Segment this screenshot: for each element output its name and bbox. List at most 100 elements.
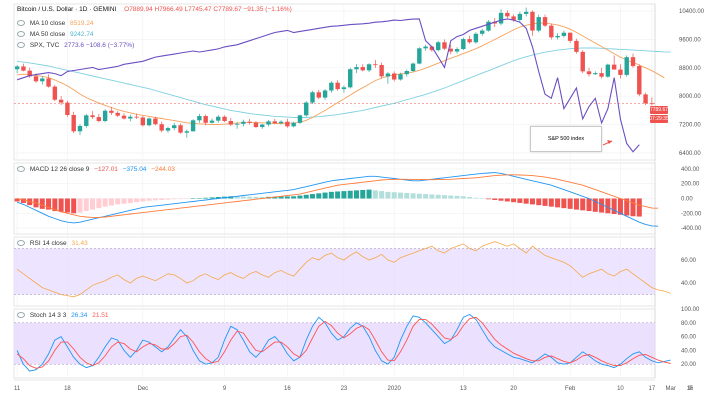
macd-histogram-bar [335,191,341,199]
spx-legend[interactable]: SPX, TVC 2773.6 −108.6 (−3.77%) [17,42,137,49]
rsi-legend[interactable]: RSI 14 close 31.43 [17,240,91,247]
macd-histogram-bar [441,195,447,199]
annotation-text: S&P 500 index [547,136,585,142]
candle-body [172,125,177,129]
candle-body [115,112,120,116]
candle-body [523,11,529,14]
price-tick-label: 7200.00 [679,123,701,129]
macd-histogram-bar [347,190,353,199]
candle-body [624,57,629,75]
macd-value-2: −375.04 [122,166,147,173]
price-tick-label: 8800.00 [679,66,701,72]
eye-icon[interactable] [17,312,25,319]
macd-histogram-bar [385,191,391,199]
time-tick-label: 11 [14,386,21,392]
eye-icon[interactable] [17,166,25,173]
candle-body [316,92,321,98]
candle-body [586,71,592,75]
stoch-k-line [16,313,671,372]
candle-body [505,12,510,17]
eye-icon[interactable] [17,20,25,27]
macd-histogram-bar [605,198,611,214]
rsi-tick-label: 40.00 [681,281,697,287]
candle-body [197,116,202,121]
ma50-legend[interactable]: MA 50 close 9242.74 [17,31,97,38]
macd-histogram-bar [309,194,316,199]
macd-legend[interactable]: MACD 12 26 close 9 −127.01 −375.04 −244.… [17,166,178,173]
macd-histogram-bar [328,191,334,199]
macd-histogram-bar [303,194,309,199]
macd-histogram-bar [108,198,114,206]
eye-icon[interactable] [17,31,25,38]
candle-body [454,49,460,52]
candle-body [14,66,20,70]
macd-histogram-bar [586,198,592,212]
macd-histogram-bar [473,197,479,199]
macd-histogram-bar [190,198,196,199]
ma10-line [17,22,665,125]
macd-histogram-bar [209,197,215,199]
price-tick-label: 10400.00 [679,9,705,15]
macd-histogram-bar [599,198,605,213]
stoch-legend[interactable]: Stoch 14 3 3 26.34 21.51 [17,312,112,319]
macd-histogram-bar [360,189,366,199]
macd-histogram-bar [178,198,184,200]
time-tick-label: 23 [341,386,348,392]
candle-body [121,115,127,119]
eye-icon[interactable] [17,240,25,247]
candle-body [649,103,655,105]
macd-histogram-bar [140,198,146,202]
macd-histogram-bar [272,196,278,199]
macd-histogram-bar [165,198,171,200]
candle-body [348,69,353,88]
candle-body [65,102,70,115]
macd-histogram-bar [624,198,630,216]
macd-histogram-bar [423,194,429,199]
candle-body [134,116,139,118]
candle-body [178,125,183,133]
candle-body [467,39,472,43]
stoch-tick-label: 20.00 [681,362,697,368]
candle-body [404,71,409,75]
macd-histogram-bar [397,192,403,199]
time-axis[interactable]: 11 18 Dec 9 16 23 2020 13 20 Feb 10 17 Mar 916 [14,386,694,392]
candle-body [278,121,284,124]
candle-body [398,74,403,80]
candle-body [643,94,648,104]
ma50-line [17,47,671,118]
candle-body [153,118,158,125]
macd-histogram-bar [284,196,290,199]
macd-histogram-bar [366,189,372,199]
candle-body [96,117,102,121]
macd-tick-label: 200.00 [681,182,700,188]
candle-body [77,125,83,132]
candle-body [304,102,309,116]
stoch-tick-label: 60.00 [681,335,697,341]
time-tick-label: 9 [688,386,692,392]
macd-histogram-bar [90,198,96,210]
symbol-title: Bitcoin / U.S. Dollar · 1D · GEMINI [17,6,117,13]
ma10-legend[interactable]: MA 10 close 8519.24 [17,20,97,27]
macd-histogram-bar [379,191,385,199]
time-tick-label: 13 [460,386,467,392]
macd-histogram-bar [454,195,460,199]
candle-body [247,121,252,123]
candle-body [109,110,114,113]
macd-tick-label: 0.00 [681,197,693,203]
sp500-annotation-box[interactable]: S&P 500 index [530,126,602,152]
macd-histogram-bar [542,198,548,206]
macd-histogram-bar [58,198,64,212]
macd-histogram-bar [511,198,517,203]
macd-histogram-bar [171,198,177,200]
macd-histogram-bar [555,198,561,208]
macd-histogram-bar [410,193,416,199]
macd-histogram-bar [404,192,410,199]
macd-line [16,172,659,227]
stoch-d-line [16,316,671,369]
eye-icon[interactable] [17,42,25,49]
stoch-tick-label: 80.00 [681,321,697,327]
macd-histogram-bar [291,196,297,199]
candle-body [335,82,340,90]
macd-histogram-bar [435,194,441,199]
